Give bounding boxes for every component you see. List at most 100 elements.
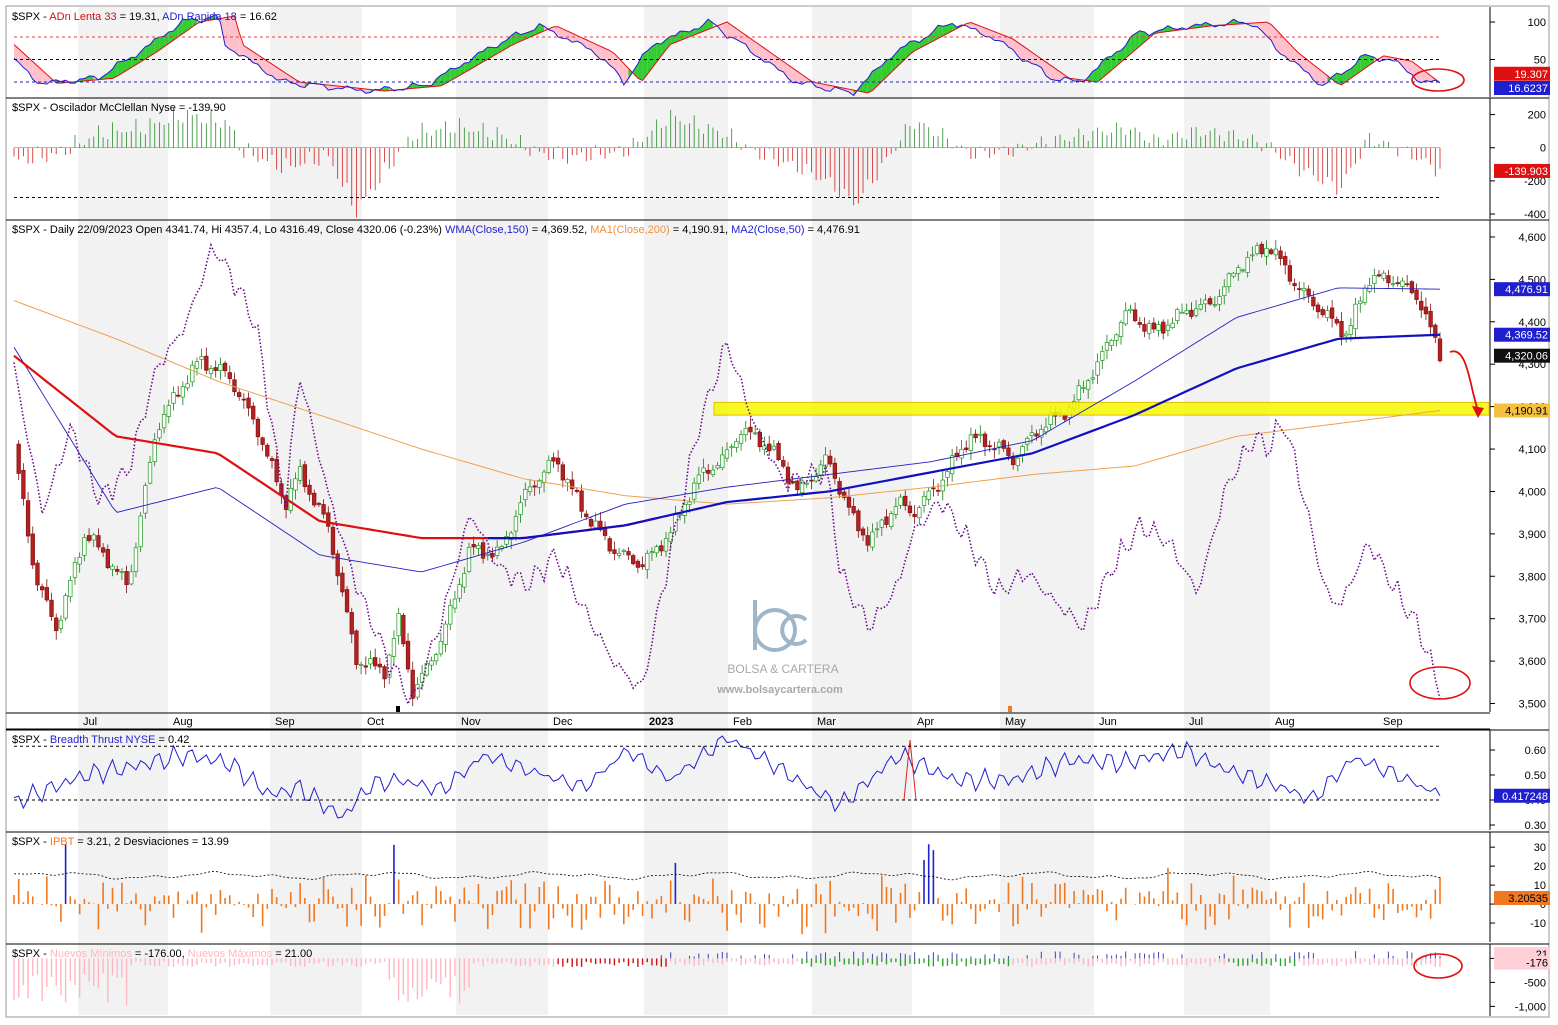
price-candle [237, 392, 242, 398]
adn-fill [23, 53, 29, 72]
adn-fill [984, 28, 990, 37]
highlight-circle-nuevos [1413, 953, 1463, 979]
price-candle [490, 552, 495, 558]
adn-fill [440, 72, 446, 86]
adn-fill [609, 50, 615, 69]
breadth-thrust-line [13, 735, 1441, 819]
price-candle [588, 518, 594, 527]
adn-fill [28, 57, 33, 80]
price-candle [410, 669, 415, 699]
price-candle [176, 394, 181, 397]
adn-fill [1308, 60, 1314, 81]
marker-oct [396, 706, 400, 712]
value-badge-bg [1494, 163, 1550, 178]
price-candle [1400, 280, 1405, 287]
price-candle [860, 528, 866, 536]
price-candle [260, 437, 265, 445]
month-label: Feb [733, 716, 752, 728]
price-candle [1203, 299, 1208, 305]
adn-fill [89, 76, 94, 81]
month-label: 2023 [649, 716, 673, 728]
price-candle [25, 500, 31, 537]
price-candle [105, 549, 110, 569]
axis-tick-label: -500 [1524, 977, 1546, 989]
panel-label-part: = 19.31, [117, 11, 163, 23]
price-candle [804, 482, 809, 485]
price-candle [1006, 447, 1011, 456]
price-candle [785, 466, 791, 484]
price-candle [1039, 429, 1044, 438]
price-candle [1231, 272, 1236, 277]
axis-tick-label: 4,100 [1518, 444, 1546, 456]
adn-fill [881, 60, 887, 82]
price-candle [354, 630, 359, 665]
value-badge: 4,369.52 [1505, 330, 1548, 342]
adn-fill [1360, 54, 1365, 72]
price-candle [302, 464, 307, 488]
price-candle [157, 429, 162, 439]
price-candle [889, 513, 894, 527]
adn-fill [975, 24, 981, 34]
price-candle [222, 362, 228, 372]
price-candle [204, 355, 209, 371]
adn-fill [562, 28, 568, 39]
price-candle [288, 488, 293, 511]
panel-label-part: $SPX - [12, 11, 49, 23]
adn-fill [1041, 58, 1046, 76]
price-candle [921, 495, 927, 506]
price-candle [668, 532, 673, 542]
price-candle [621, 549, 626, 552]
price-candle [391, 638, 397, 657]
price-candle [171, 392, 176, 404]
price-candle [743, 428, 748, 436]
adn-fill [478, 51, 484, 65]
value-badge-bg [1494, 955, 1550, 970]
price-candle [640, 564, 645, 568]
price-candle [485, 554, 490, 556]
price-candle [91, 534, 96, 541]
price-candle [368, 658, 373, 665]
axis-tick-label: 3,900 [1518, 529, 1546, 541]
axis-tick-label: 200 [1528, 110, 1546, 122]
adn-fill [914, 40, 920, 51]
price-candle [593, 520, 598, 528]
price-candle [771, 445, 777, 450]
price-candle [1184, 310, 1189, 314]
price-candle [471, 544, 476, 548]
panel-label-part: $SPX - [12, 734, 50, 746]
adn-fill [586, 39, 591, 50]
price-candle [1226, 273, 1232, 288]
price-candle [738, 434, 744, 444]
price-candle [68, 579, 73, 598]
month-label: Aug [1275, 716, 1295, 728]
month-label: May [1005, 716, 1026, 728]
price-candle [495, 546, 500, 556]
price-candle [274, 458, 279, 483]
price-candle [115, 569, 120, 572]
price-candle [1278, 250, 1283, 259]
annotations [396, 68, 1484, 979]
price-candle [541, 471, 547, 484]
adn-fill [919, 38, 925, 49]
adn-fill [1003, 35, 1009, 48]
adn-fill [1303, 57, 1309, 74]
price-candle [687, 501, 692, 505]
axis-tick-label: 4,400 [1518, 317, 1546, 329]
price-candle [312, 492, 317, 506]
price-candle [837, 481, 842, 495]
adn-fill [154, 37, 160, 54]
price-candle [1034, 433, 1039, 437]
price-candle [1301, 287, 1307, 292]
price-candle [1165, 324, 1171, 331]
adn-fill [1280, 34, 1286, 57]
adn-fill [300, 82, 305, 88]
adn-fill [755, 41, 760, 58]
price-candle [251, 405, 256, 420]
adn-fill [1022, 45, 1028, 62]
price-candle [659, 545, 664, 552]
price-candle [781, 460, 786, 467]
adn-fill [211, 14, 216, 21]
price-candle [1010, 457, 1016, 466]
adn-fill [942, 25, 948, 37]
